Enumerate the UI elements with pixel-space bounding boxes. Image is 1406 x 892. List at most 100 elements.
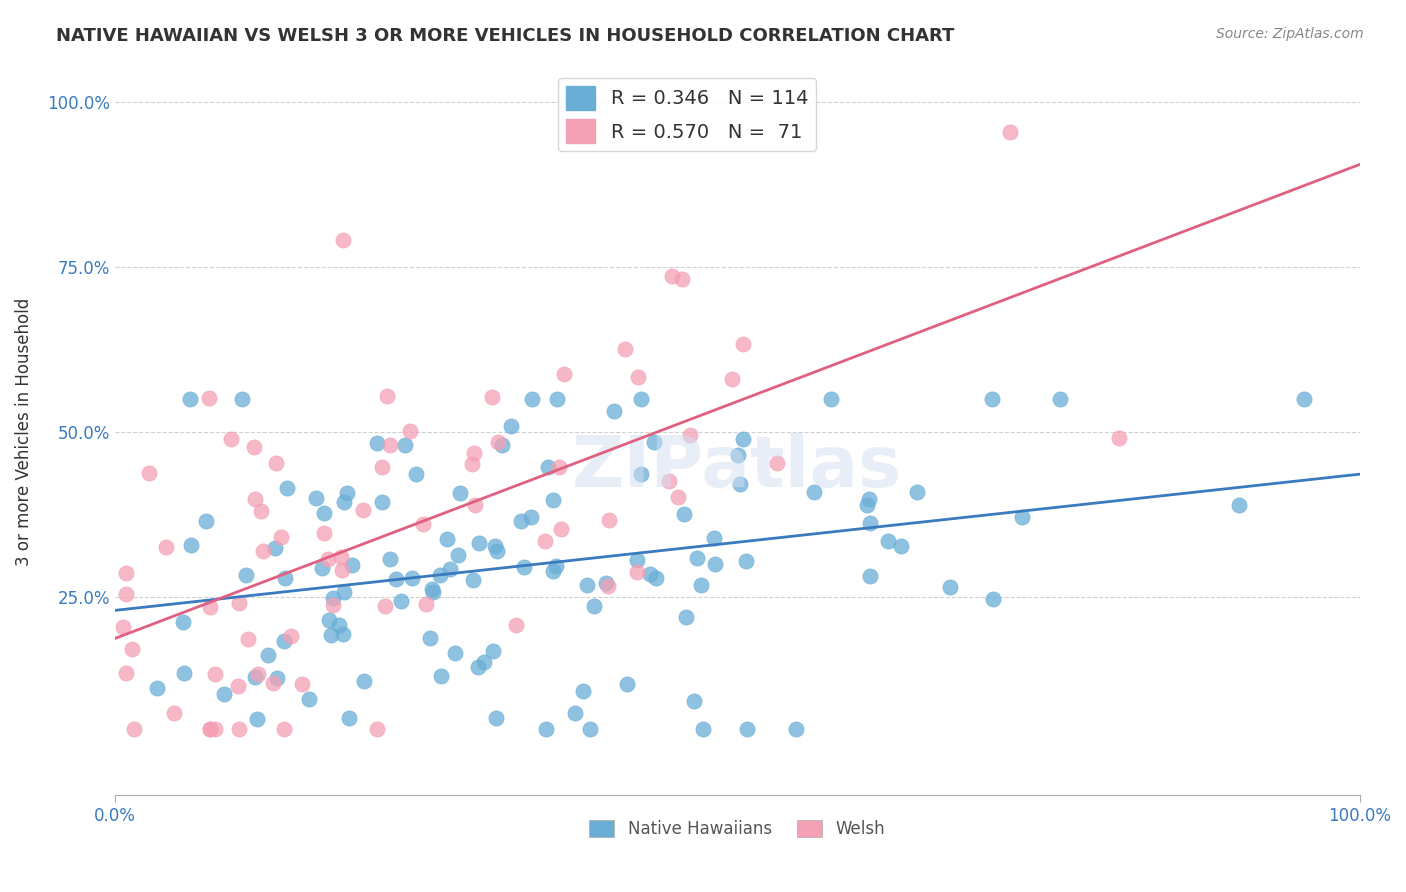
Point [980,392,1002,406]
Point [155,541,177,555]
Point [311,560,333,574]
Point [575,578,598,592]
Point [252,543,274,558]
Point [322,591,344,605]
Point [180,538,202,552]
Point [264,456,287,470]
Point [679,428,702,442]
Point [200,722,222,736]
Point [412,517,434,532]
Point [111,620,134,634]
Point [630,467,652,482]
Point [765,456,787,470]
Point [366,722,388,736]
Point [122,722,145,736]
Point [666,491,689,505]
Point [491,437,513,451]
Point [204,722,226,736]
Point [377,388,399,402]
Point [329,549,352,564]
Point [273,634,295,648]
Text: ZIPatlas: ZIPatlas [572,434,903,502]
Point [564,706,586,720]
Point [291,677,314,691]
Point [468,536,491,550]
Point [121,642,143,657]
Point [228,722,250,736]
Point [803,485,825,500]
Point [484,539,506,553]
Point [385,572,408,586]
Point [312,526,335,541]
Point [938,580,960,594]
Point [671,272,693,286]
Point [219,432,242,446]
Point [228,596,250,610]
Point [541,564,564,578]
Point [332,585,354,599]
Point [371,460,394,475]
Point [692,722,714,736]
Point [858,492,880,507]
Point [553,368,575,382]
Point [721,372,744,386]
Point [276,481,298,495]
Point [415,597,437,611]
Point [446,548,468,562]
Point [443,646,465,660]
Point [179,392,201,406]
Point [1227,498,1250,512]
Point [264,541,287,556]
Point [998,125,1021,139]
Point [486,435,509,450]
Point [115,566,138,580]
Point [436,533,458,547]
Point [405,467,427,482]
Point [546,392,568,406]
Point [115,666,138,681]
Point [238,632,260,646]
Point [733,337,755,351]
Point [728,477,751,491]
Point [690,577,713,591]
Point [481,644,503,658]
Point [231,392,253,406]
Point [638,566,661,581]
Point [243,440,266,454]
Point [463,446,485,460]
Text: Source: ZipAtlas.com: Source: ZipAtlas.com [1216,27,1364,41]
Point [501,419,523,434]
Point [643,435,665,450]
Point [877,534,900,549]
Point [481,390,503,404]
Point [1108,431,1130,445]
Point [727,448,749,462]
Point [467,660,489,674]
Point [212,687,235,701]
Point [226,679,249,693]
Point [505,617,527,632]
Point [380,552,402,566]
Point [731,432,754,446]
Point [520,509,543,524]
Point [855,498,877,512]
Point [243,491,266,506]
Point [262,676,284,690]
Point [616,676,638,690]
Point [163,706,186,721]
Point [280,629,302,643]
Point [328,618,350,632]
Point [463,573,485,587]
Point [658,474,681,488]
Point [399,424,422,438]
Point [273,571,295,585]
Point [371,494,394,508]
Point [333,495,356,509]
Point [318,613,340,627]
Point [336,486,359,500]
Point [534,722,557,736]
Point [172,615,194,630]
Point [703,557,725,571]
Point [422,582,444,596]
Point [513,559,536,574]
